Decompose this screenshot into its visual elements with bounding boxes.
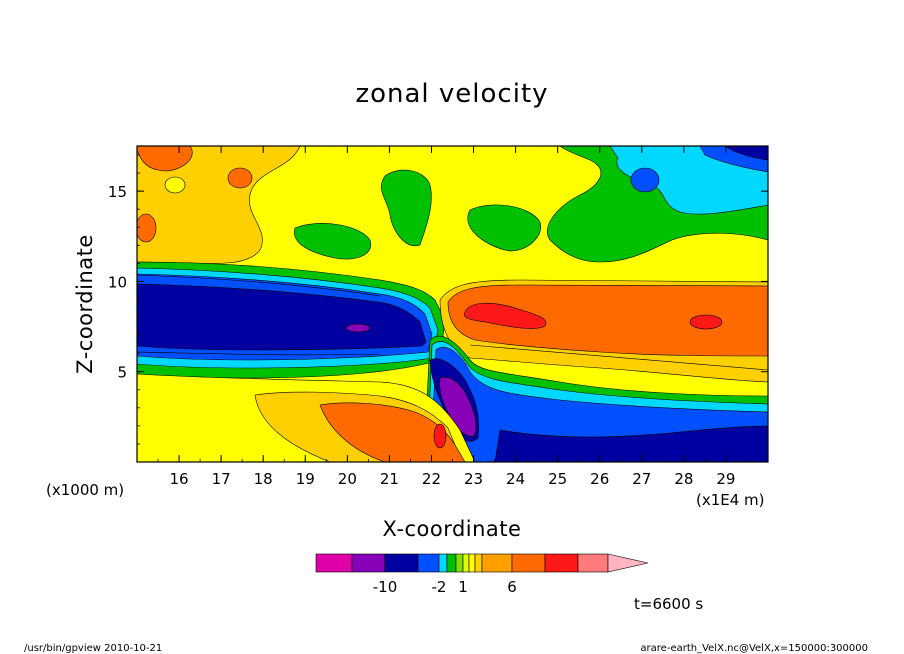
y-axis-ticks: 5 10 15: [108, 154, 768, 445]
chart-title: zonal velocity: [355, 79, 548, 109]
colorbar-segment: [481, 553, 513, 573]
colorbar-label: 6: [507, 578, 517, 596]
region-green-plume-left: [294, 223, 372, 260]
region-low-level-navy: [494, 425, 768, 462]
colorbar: [315, 553, 649, 573]
region-orange-blob: [227, 167, 253, 189]
contour-field: [137, 146, 768, 462]
x-axis-label: X-coordinate: [383, 517, 522, 541]
footer-left: /usr/bin/gpview 2010-10-21: [24, 643, 162, 654]
y-tick-label: 10: [108, 273, 127, 291]
colorbar-extend-arrow: [607, 553, 649, 573]
x-tick-label: 21: [380, 470, 399, 488]
x-tick-label: 19: [296, 470, 315, 488]
region-westward-jet: [137, 283, 427, 351]
x-tick-label: 29: [716, 470, 735, 488]
colorbar-label: 1: [458, 578, 468, 596]
region-upper-right-navy: [724, 146, 768, 161]
contour-line: [137, 351, 381, 356]
region-blue-blob: [630, 167, 660, 193]
colorbar-segment: [438, 553, 448, 573]
y-tick-label: 15: [108, 183, 127, 201]
region-east-jet-core: [464, 302, 547, 329]
region-east-jet-core-2: [689, 314, 723, 330]
x-tick-label: 27: [632, 470, 651, 488]
x-tick-label: 17: [212, 470, 231, 488]
colorbar-segment: [351, 553, 386, 573]
region-upper-left-orange: [137, 146, 193, 172]
colorbar-segment: [577, 553, 609, 573]
x-tick-label: 23: [464, 470, 483, 488]
y-tick-label: 5: [117, 364, 127, 382]
colorbar-segment: [544, 553, 579, 573]
x-axis-ticks: 16 17 18 19 20 21 22 23 24 25 26 27 28 29: [136, 146, 769, 488]
colorbar-label: -2: [432, 578, 447, 596]
footer-right: arare-earth_VelX.nc@VelX,x=150000:300000: [640, 643, 868, 654]
colorbar-segment: [474, 553, 483, 573]
time-label: t=6600 s: [634, 595, 703, 613]
x-tick-label: 18: [254, 470, 273, 488]
colorbar-labels: -10 -2 1 6: [373, 578, 517, 596]
x-tick-label: 16: [170, 470, 189, 488]
region-jet-core: [345, 323, 371, 333]
region-green-plume-right: [467, 204, 541, 252]
x-tick-label: 20: [338, 470, 357, 488]
x-tick-label: 22: [422, 470, 441, 488]
region-green-plume: [380, 169, 432, 247]
colorbar-label: -10: [373, 578, 398, 596]
region-low-west-core: [433, 423, 447, 449]
x-tick-label: 28: [674, 470, 693, 488]
region-yellow-pocket: [164, 176, 186, 194]
colorbar-segment: [468, 553, 476, 573]
colorbar-segment: [384, 553, 419, 573]
colorbar-segment: [462, 553, 470, 573]
contour-line: [469, 344, 768, 371]
x-tick-label: 24: [506, 470, 525, 488]
x-unit-right: (x1E4 m): [696, 491, 765, 509]
colorbar-segment: [511, 553, 546, 573]
contour-line: [137, 274, 381, 297]
x-unit-left: (x1000 m): [46, 481, 124, 499]
x-tick-label: 26: [590, 470, 609, 488]
colorbar-segment: [455, 553, 464, 573]
region-eastern-jet: [447, 284, 768, 357]
colorbar-segment: [315, 553, 353, 573]
colorbar-segment: [446, 553, 457, 573]
region-lee-downslope: [439, 376, 477, 437]
y-axis-label: Z-coordinate: [73, 234, 97, 374]
region-orange-edge: [137, 213, 157, 243]
colorbar-segment: [417, 553, 440, 573]
x-tick-label: 25: [548, 470, 567, 488]
